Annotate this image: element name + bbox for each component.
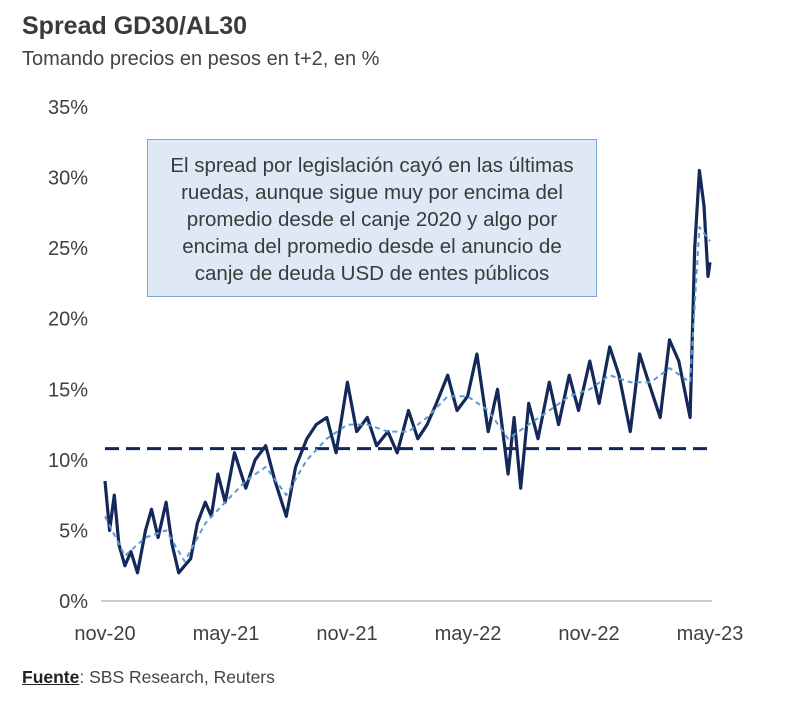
x-tick-label: may-21 xyxy=(193,623,260,645)
series-group xyxy=(103,168,712,575)
x-tick-label: may-22 xyxy=(435,623,502,645)
x-axis: nov-20 may-21 nov-21 may-22 nov-22 may-23 xyxy=(74,623,743,645)
chart-title: Spread GD30/AL30 xyxy=(22,12,248,40)
source-label: Fuente xyxy=(22,667,80,687)
y-tick-label: 20% xyxy=(48,309,88,331)
y-tick-label: 35% xyxy=(48,97,88,119)
y-tick-label: 15% xyxy=(48,379,88,401)
chart-subtitle: Tomando precios en pesos en t+2, en % xyxy=(22,48,380,70)
y-tick-label: 25% xyxy=(48,238,88,260)
x-tick-label: nov-22 xyxy=(558,623,619,645)
x-tick-label: nov-20 xyxy=(74,623,135,645)
x-tick-label: may-23 xyxy=(677,623,744,645)
moving-average-line xyxy=(104,226,711,563)
source-text: : SBS Research, Reuters xyxy=(79,667,275,687)
y-axis: 0% 5% 10% 15% 20% 25% 30% 35% xyxy=(48,97,88,613)
y-tick-label: 30% xyxy=(48,168,88,190)
spread-series-line xyxy=(103,168,712,575)
y-tick-label: 10% xyxy=(48,450,88,472)
annotation-box: El spread por legislación cayó en las úl… xyxy=(147,139,597,297)
y-tick-label: 5% xyxy=(59,520,88,542)
y-tick-label: 0% xyxy=(59,591,88,613)
annotation-text: El spread por legislación cayó en las úl… xyxy=(170,154,574,285)
source-note: Fuente: SBS Research, Reuters xyxy=(22,667,275,688)
x-tick-label: nov-21 xyxy=(316,623,377,645)
